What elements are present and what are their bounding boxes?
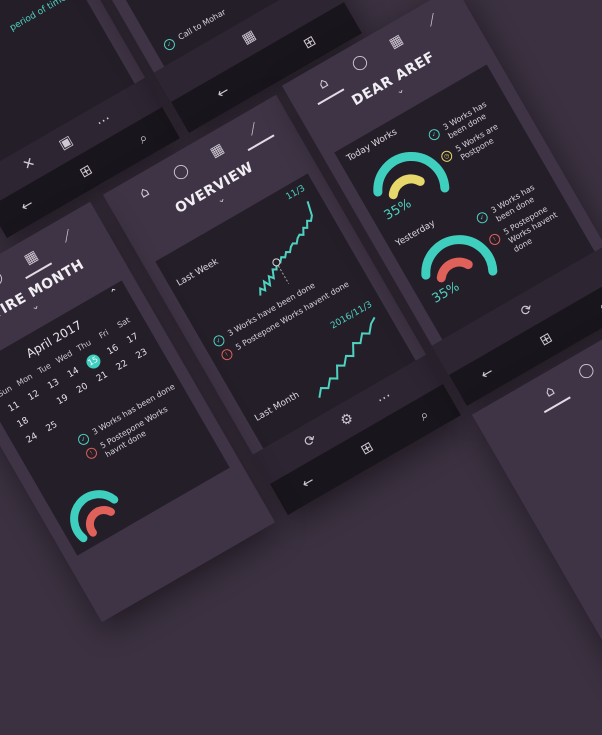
check-icon[interactable]: ◯ [0,267,6,290]
screen-dear-aref: ⌂ ◯ ▦ ⟋ DEAR AREF ⌄ Today Works 35% ✓ 3 W… [281,0,602,407]
back-icon[interactable]: ← [18,195,37,216]
check-icon: ✓ [76,431,92,447]
home-icon[interactable]: ⌂ [136,183,153,202]
card: 11/3 Last Week ✓ 3 Works have been done !… [155,173,416,449]
month-gauge [70,490,119,543]
chart-icon[interactable]: ⟋ [59,227,76,247]
search-icon[interactable]: ⌕ [595,297,602,316]
last-month-chart [318,316,376,398]
marker-point[interactable] [272,258,282,268]
selected-day[interactable]: 15 [83,352,103,372]
card: Today Works 35% ✓ 3 Works has been done ◷… [334,64,595,340]
close-icon[interactable]: ✕ [20,154,39,174]
alert-icon: ! [219,347,235,363]
search-icon[interactable]: ⌕ [135,129,151,148]
windows-icon[interactable]: ⊞ [537,329,556,350]
today-gauge [373,152,450,200]
series-line [318,316,376,398]
check-icon[interactable]: ◯ [170,160,192,183]
back-icon[interactable]: ← [214,82,233,103]
more-icon[interactable]: ⋯ [93,110,114,132]
calendar-day[interactable]: 23 [134,347,150,362]
calendar-icon[interactable]: ▦ [239,27,259,48]
chart-icon[interactable]: ⟋ [239,115,269,145]
marker-line [275,262,290,285]
back-icon[interactable]: ← [478,363,497,384]
search-icon[interactable]: ⌕ [416,406,432,425]
calendar-icon[interactable]: ▦ [207,140,227,161]
calendar-icon[interactable]: ▦ [16,243,46,273]
sync-icon[interactable]: ⟳ [517,300,537,321]
last-month-label: Last Month [253,390,302,424]
windows-icon[interactable]: ⊞ [77,161,96,182]
more-icon[interactable]: ⋯ [374,387,395,409]
calendar-icon[interactable]: ▦ [386,31,406,52]
last-week-chart [259,201,313,296]
sync-icon[interactable]: ⟳ [301,431,320,451]
check-icon[interactable]: ◯ [575,359,597,382]
series-line [259,201,313,296]
screen-overview: ⌂ ◯ ▦ ⟋ OVERVIEW ⌄ 11/3 Last Week ✓ 3 Wor… [102,94,462,516]
check-icon[interactable]: ◯ [349,51,371,74]
chart-icon[interactable]: ⟋ [424,11,441,31]
home-icon[interactable]: ⌂ [308,69,338,99]
home-icon[interactable]: ⌂ [535,377,565,407]
save-icon[interactable]: ▣ [56,132,76,154]
calendar-day[interactable]: 25 [44,419,60,435]
check-icon: ✓ [211,333,227,349]
yesterday-gauge [421,235,498,283]
settings-icon[interactable]: ⚙ [337,409,357,430]
last-week-label: Last Week [175,256,221,289]
check-icon: ✓ [161,37,177,53]
windows-icon[interactable]: ⊞ [300,32,319,53]
period-note: period of time [8,0,69,34]
windows-icon[interactable]: ⊞ [358,438,377,459]
alert-icon: ! [84,445,100,461]
